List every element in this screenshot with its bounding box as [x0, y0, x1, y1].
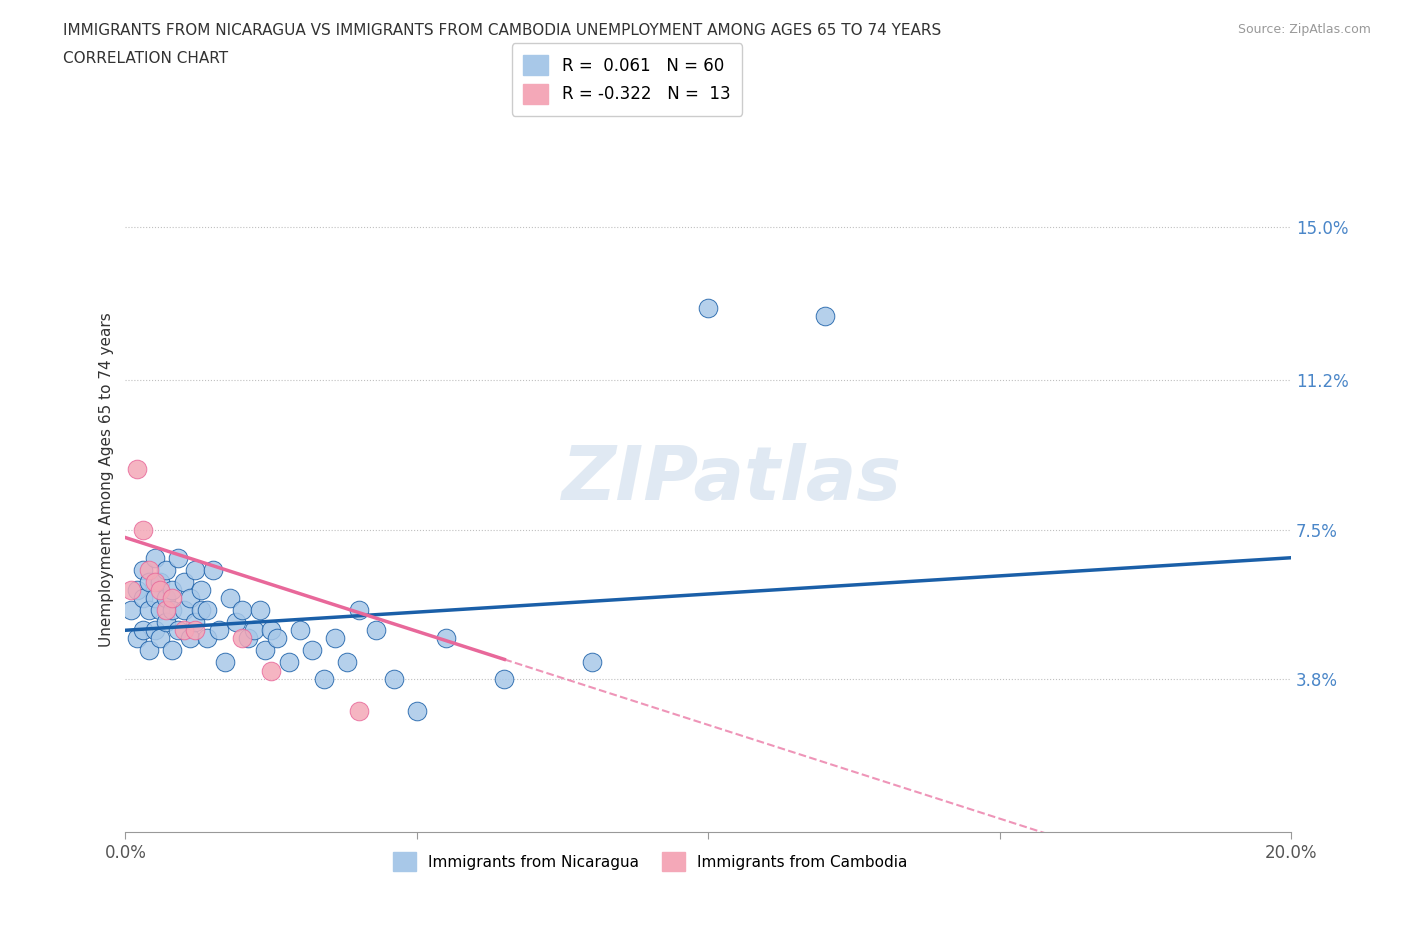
Point [301, 643, 323, 658]
Point [138, 575, 160, 590]
Point [179, 631, 201, 645]
Point [697, 300, 720, 315]
Point [127, 631, 149, 645]
Point [138, 643, 160, 658]
Point [138, 563, 160, 578]
Point [149, 582, 172, 597]
Point [434, 631, 457, 645]
Legend: Immigrants from Nicaragua, Immigrants from Cambodia: Immigrants from Nicaragua, Immigrants fr… [387, 846, 914, 877]
Point [336, 655, 359, 670]
Point [167, 551, 190, 565]
Point [149, 603, 172, 618]
Point [494, 671, 516, 686]
Point [260, 663, 283, 678]
Point [364, 623, 387, 638]
Point [160, 603, 183, 618]
Point [323, 631, 346, 645]
Point [179, 591, 201, 605]
Point [120, 582, 142, 597]
Point [260, 623, 283, 638]
Point [219, 591, 242, 605]
Point [225, 615, 247, 630]
Point [312, 671, 335, 686]
Point [347, 703, 370, 718]
Point [143, 551, 166, 565]
Point [249, 603, 271, 618]
Point [132, 623, 155, 638]
Text: Source: ZipAtlas.com: Source: ZipAtlas.com [1237, 23, 1371, 36]
Point [160, 643, 183, 658]
Y-axis label: Unemployment Among Ages 65 to 74 years: Unemployment Among Ages 65 to 74 years [100, 312, 114, 646]
Point [149, 631, 172, 645]
Point [160, 582, 183, 597]
Point [160, 591, 183, 605]
Text: ZIPatlas: ZIPatlas [561, 443, 901, 515]
Point [184, 615, 207, 630]
Point [208, 623, 231, 638]
Point [155, 591, 177, 605]
Point [138, 603, 160, 618]
Point [231, 631, 253, 645]
Point [143, 575, 166, 590]
Point [120, 603, 142, 618]
Point [290, 623, 312, 638]
Point [201, 563, 224, 578]
Point [195, 631, 218, 645]
Point [155, 603, 177, 618]
Point [382, 671, 405, 686]
Point [581, 655, 603, 670]
Point [184, 563, 207, 578]
Text: IMMIGRANTS FROM NICARAGUA VS IMMIGRANTS FROM CAMBODIA UNEMPLOYMENT AMONG AGES 65: IMMIGRANTS FROM NICARAGUA VS IMMIGRANTS … [63, 23, 942, 38]
Point [814, 309, 837, 324]
Point [173, 623, 195, 638]
Point [236, 631, 259, 645]
Point [266, 631, 288, 645]
Point [173, 575, 195, 590]
Text: CORRELATION CHART: CORRELATION CHART [63, 51, 228, 66]
Point [190, 582, 212, 597]
Point [184, 623, 207, 638]
Point [231, 603, 253, 618]
Point [132, 563, 155, 578]
Point [277, 655, 299, 670]
Point [127, 461, 149, 476]
Point [155, 615, 177, 630]
Point [149, 575, 172, 590]
Point [127, 582, 149, 597]
Point [406, 703, 429, 718]
Point [347, 603, 370, 618]
Point [143, 623, 166, 638]
Point [214, 655, 236, 670]
Point [190, 603, 212, 618]
Point [254, 643, 277, 658]
Point [167, 623, 190, 638]
Point [132, 522, 155, 537]
Point [195, 603, 218, 618]
Point [242, 623, 264, 638]
Point [132, 591, 155, 605]
Point [155, 563, 177, 578]
Point [173, 603, 195, 618]
Point [143, 591, 166, 605]
